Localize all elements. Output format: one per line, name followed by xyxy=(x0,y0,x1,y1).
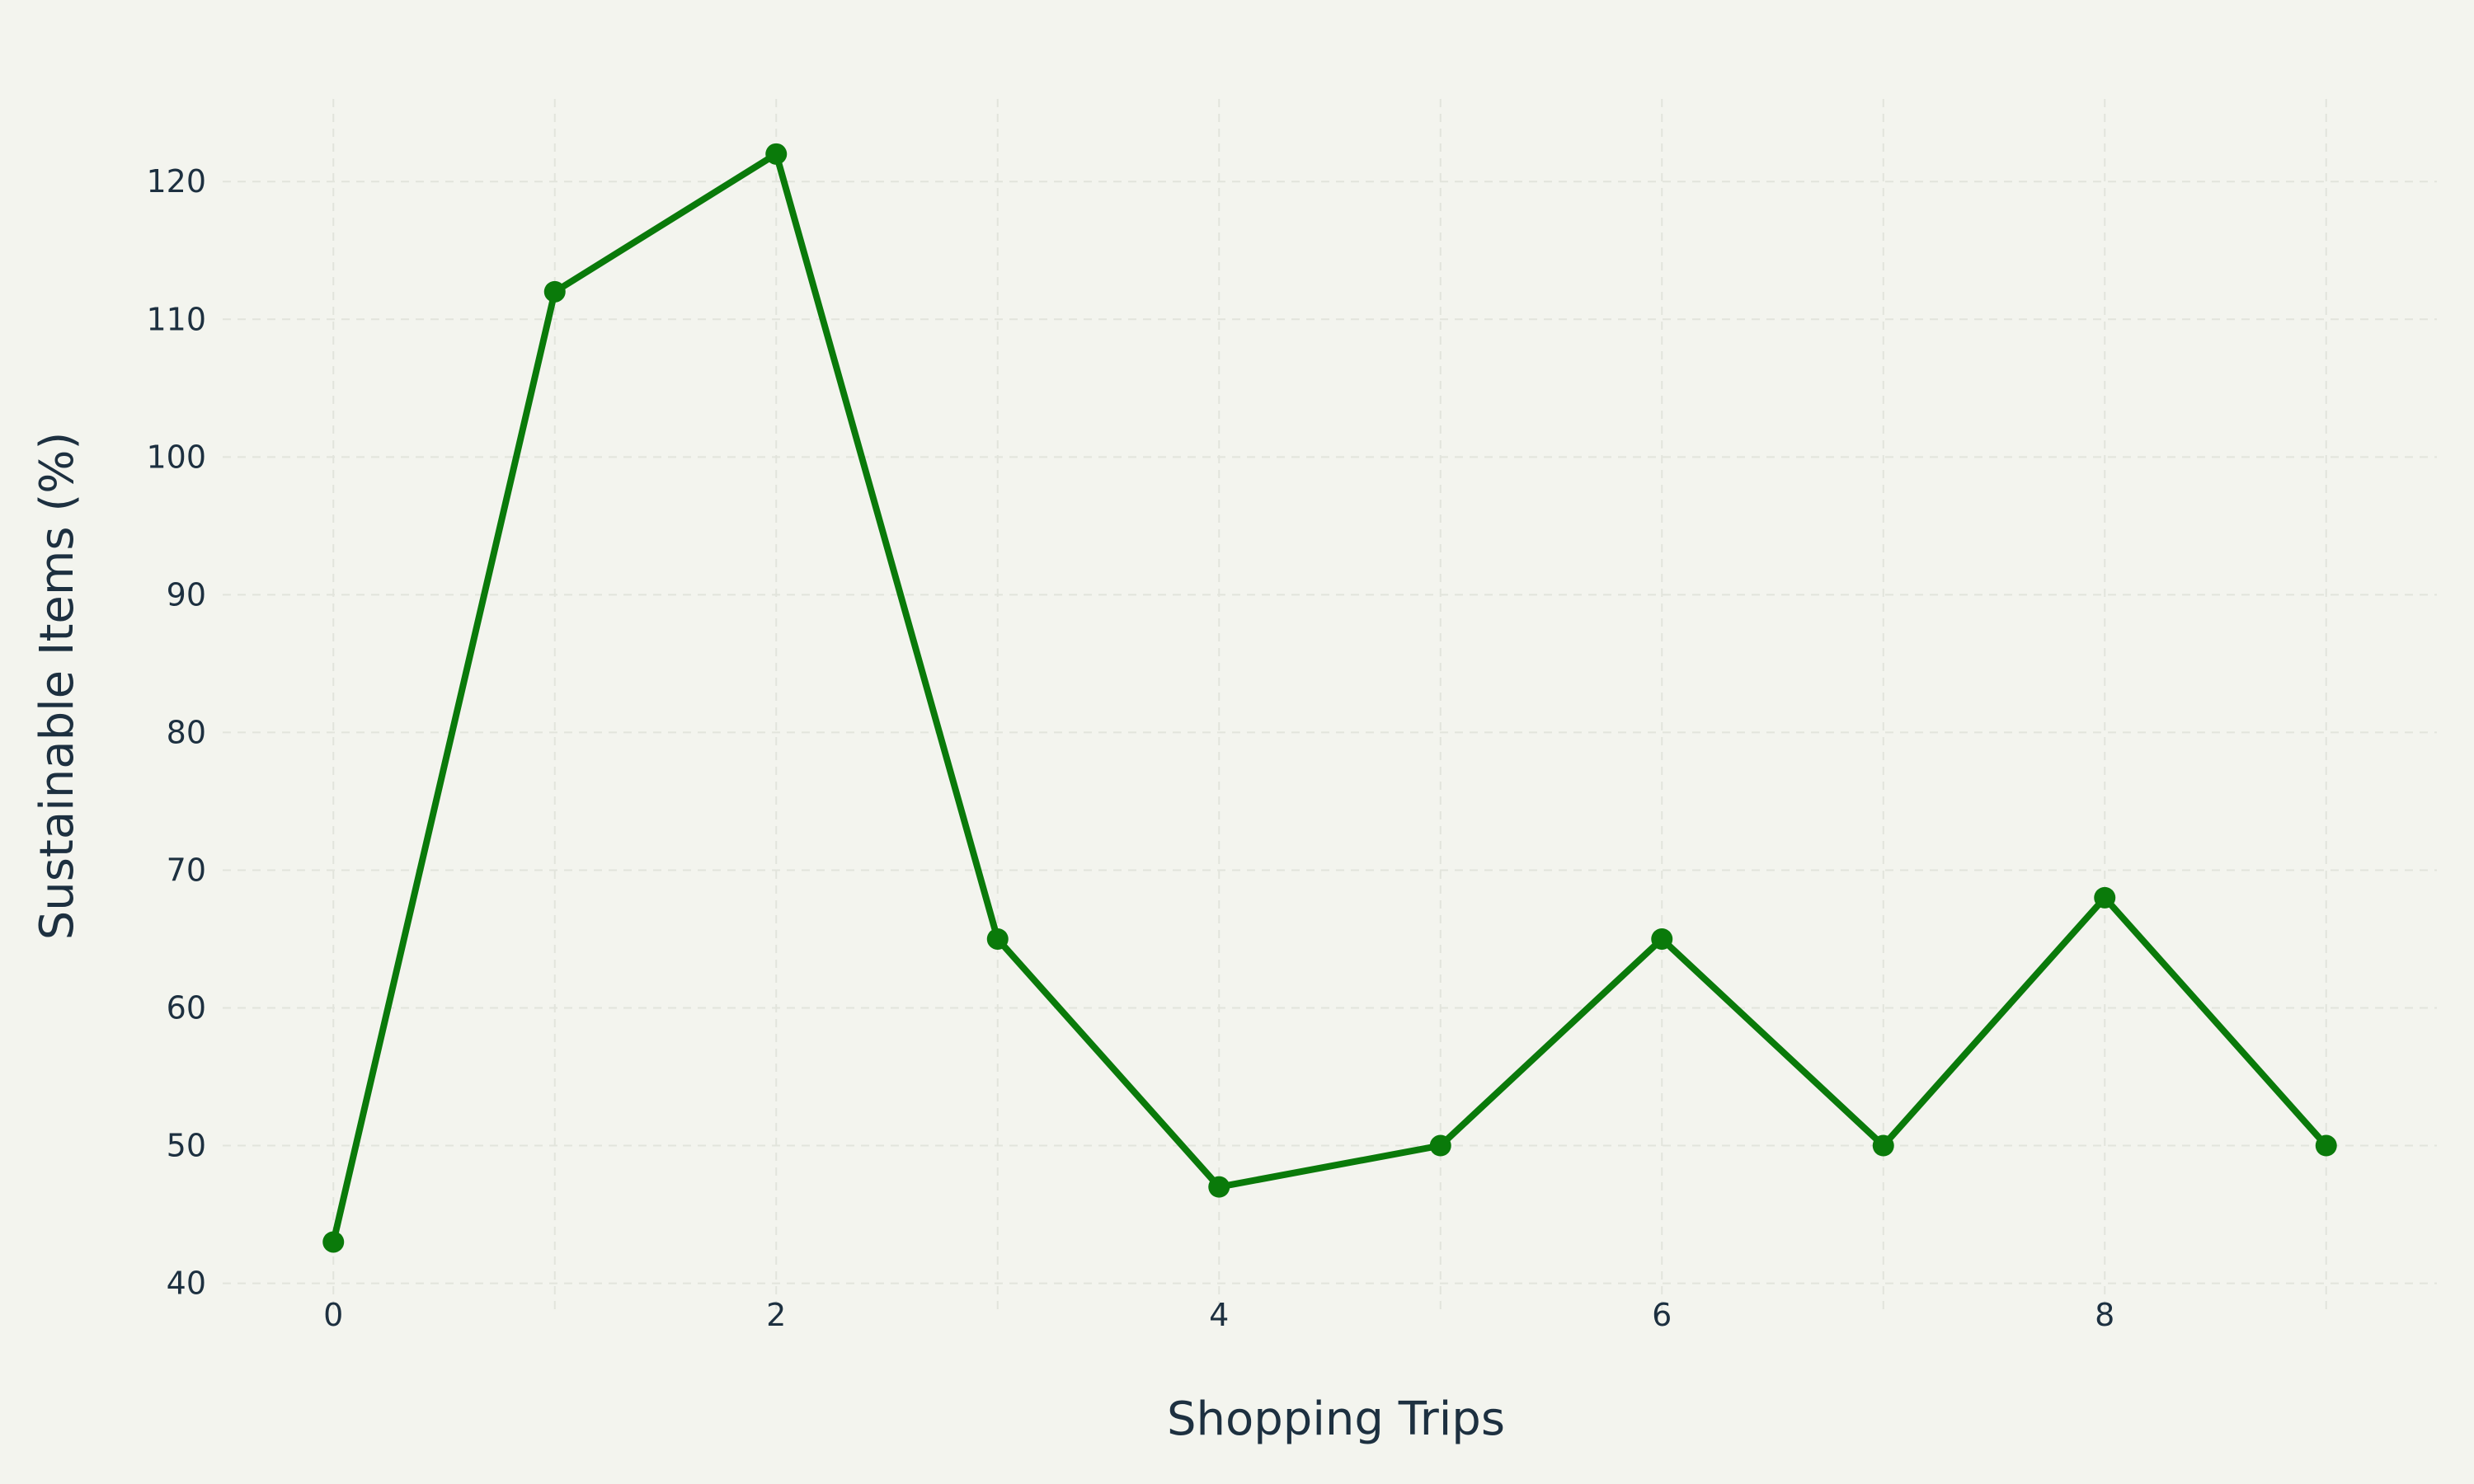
x-tick-label: 6 xyxy=(1652,1297,1672,1333)
y-tick-label: 120 xyxy=(146,163,206,200)
y-tick-label: 110 xyxy=(146,301,206,337)
series-group xyxy=(322,143,2337,1253)
x-tick-label: 2 xyxy=(766,1297,786,1333)
y-axis-ticks: 40 50 60 70 80 90 100 110 120 xyxy=(146,163,206,1301)
y-tick-label: 90 xyxy=(167,576,206,613)
x-tick-label: 8 xyxy=(2095,1297,2114,1333)
x-tick-label: 0 xyxy=(323,1297,343,1333)
y-tick-label: 40 xyxy=(167,1266,206,1302)
y-tick-label: 50 xyxy=(167,1128,206,1164)
data-point xyxy=(543,280,566,303)
data-point xyxy=(2094,886,2116,909)
y-axis-title: Sustainable Items (%) xyxy=(31,432,84,941)
data-point xyxy=(1651,928,1673,950)
y-tick-label: 100 xyxy=(146,439,206,475)
data-point xyxy=(1872,1134,1894,1157)
data-point xyxy=(1429,1134,1451,1157)
x-axis-ticks: 0 2 4 6 8 xyxy=(323,1297,2114,1333)
x-axis-title: Shopping Trips xyxy=(1167,1392,1505,1446)
y-tick-label: 70 xyxy=(167,852,206,888)
data-point xyxy=(1208,1176,1230,1198)
y-tick-label: 80 xyxy=(167,714,206,750)
data-point xyxy=(2315,1134,2337,1157)
x-tick-label: 4 xyxy=(1209,1297,1229,1333)
data-point xyxy=(322,1231,345,1253)
y-tick-label: 60 xyxy=(167,990,206,1026)
grid-lines xyxy=(223,99,2437,1311)
data-point xyxy=(765,143,788,165)
series-line xyxy=(330,150,2330,1246)
data-point xyxy=(986,928,1009,950)
